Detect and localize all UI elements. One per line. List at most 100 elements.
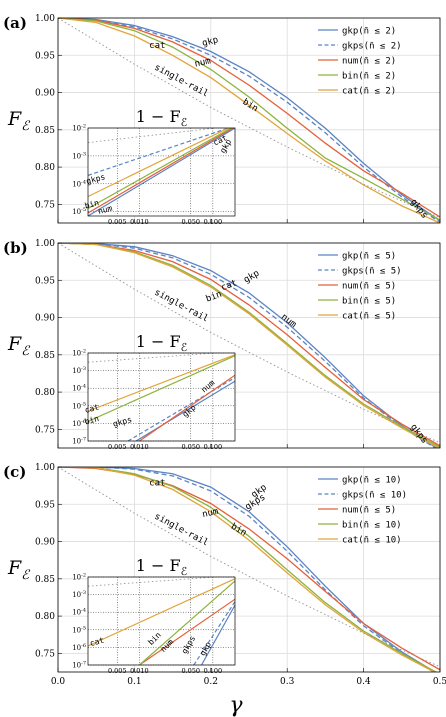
inset-series-group	[88, 128, 235, 216]
inset-y-tick-label: 10-5	[72, 625, 86, 634]
y-axis-label: Fℰ	[7, 557, 30, 583]
y-axis-label: Fℰ	[7, 108, 30, 134]
inset-series-num-line	[139, 598, 235, 665]
inset-x-tick-label: 0.010	[130, 218, 149, 226]
panel-label: (b)	[3, 239, 28, 257]
inset: 0.005 0.010 0.050 0.100 10-7 10-6 10-5 10-4 10-3…	[72, 332, 236, 451]
inset-y-tick-label: 10-6	[72, 643, 86, 652]
legend-entry-bin: bin(n̄ ≤ 2)	[342, 72, 396, 82]
curve-label-single-rail: single-rail	[153, 512, 210, 549]
inset-x-tick-label: 0.005	[108, 443, 127, 451]
legend-entry-num: num(n̄ ≤ 5)	[342, 282, 396, 292]
inset-y-tick-label: 10-2	[72, 124, 86, 133]
inset-curve-label-num: num	[97, 204, 113, 216]
y-axis-label: Fℰ	[7, 333, 30, 359]
inset-y-tick-label: 10-7	[72, 661, 86, 670]
inset: 0.005 0.010 0.050 0.100 10-7 10-6 10-5 10-4 10-3…	[72, 556, 236, 675]
inset-series-single-rail-line	[88, 577, 222, 587]
curve-label-cat: cat	[149, 41, 165, 51]
curve-label-single-rail: single-rail	[153, 288, 210, 325]
inset-y-tick-label: 10-5	[72, 401, 86, 410]
curve-label-bin: bin	[229, 522, 248, 539]
inset-series-cat-line	[88, 128, 230, 198]
inset-y-tick-label: 10-2	[72, 349, 86, 358]
series-single-rail-line	[58, 18, 440, 219]
series-num-line	[58, 18, 440, 218]
y-tick-label: 0.90	[35, 314, 55, 324]
x-axis-label: γ	[229, 693, 243, 717]
plot-frame	[57, 242, 441, 449]
series-group	[58, 243, 440, 448]
inset-curve-label-cat: cat	[84, 402, 100, 414]
curve-label-gkps: gkps	[408, 422, 429, 445]
inset-y-tick-label: 10-5	[72, 207, 86, 216]
y-tick-label: 0.90	[35, 538, 55, 548]
inset-curve-label-bin: bin	[84, 198, 100, 210]
inset-y-tick-label: 10-3	[72, 590, 86, 599]
series-cat-line	[58, 467, 436, 672]
inset-x-tick-label: 0.010	[130, 443, 149, 451]
legend-entry-gkp: gkp(n̄ ≤ 10)	[342, 476, 402, 486]
inset-y-tick-label: 10-3	[72, 366, 86, 375]
inset-series-single-rail-line	[88, 128, 220, 144]
legend-entry-cat: cat(n̄ ≤ 5)	[342, 312, 396, 322]
curve-label-cat: cat	[149, 479, 165, 489]
inset-series-gkp-line	[200, 604, 235, 665]
inset-x-tick-label: 0.050	[181, 218, 200, 226]
x-tick-label: 0.4	[356, 677, 371, 687]
inset-x-tick-label: 0.100	[204, 667, 223, 675]
series-gkps-line	[58, 467, 435, 672]
panel-a: 0.750.800.850.900.951.00(a)Fℰgkpnumcatsi…	[3, 14, 441, 226]
legend-entry-bin: bin(n̄ ≤ 10)	[342, 521, 402, 531]
inset-x-tick-label: 0.100	[204, 443, 223, 451]
inset-title: 1 − Fℰ	[136, 107, 188, 129]
series-bin-line	[58, 467, 438, 672]
legend-entry-gkps: gkps(n̄ ≤ 2)	[342, 42, 402, 52]
series-cat-line	[58, 243, 440, 448]
series-gkp-line	[58, 243, 438, 448]
curve-label-gkp: gkp	[201, 35, 219, 49]
x-tick-label: 0.5	[433, 677, 446, 687]
plot-frame	[57, 466, 441, 673]
y-tick-label: 1.00	[35, 239, 55, 249]
panel-c: 0.0 0.1 0.2 0.3 0.4 0.5 0.75 0.80 0.85 0.90 0.95 1.…	[3, 463, 446, 687]
inset-curve-label-bin: bin	[84, 414, 100, 426]
y-tick-label: 0.80	[35, 163, 55, 173]
inset-series-num-line	[139, 374, 235, 441]
inset-y-tick-label: 10-3	[72, 151, 86, 160]
y-tick-label: 0.95	[35, 276, 55, 286]
series-gkps-line	[58, 18, 440, 223]
inset-series-single-rail-line	[88, 353, 222, 363]
legend-entry-num: num(n̄ ≤ 5)	[342, 506, 396, 516]
x-tick-label: 0.0	[51, 677, 66, 687]
inset-x-tick-label: 0.010	[130, 667, 149, 675]
x-tick-label: 0.2	[204, 677, 218, 687]
series-group	[58, 467, 440, 672]
inset-frame	[87, 127, 236, 217]
series-gkp-line	[58, 467, 437, 672]
inset-series-gkp-line	[135, 380, 235, 441]
y-tick-label: 0.85	[35, 126, 55, 136]
legend-entry-cat: cat(n̄ ≤ 2)	[342, 87, 396, 97]
legend-entry-bin: bin(n̄ ≤ 5)	[342, 297, 396, 307]
inset-x-tick-label: 0.100	[204, 218, 223, 226]
legend-entry-gkp: gkp(n̄ ≤ 2)	[342, 27, 396, 37]
inset-series-group	[88, 577, 235, 665]
series-group	[58, 18, 440, 223]
series-gkp-line	[58, 18, 440, 222]
curve-label-gkps: gkps	[244, 493, 268, 513]
panel-b: 0.750.800.850.900.951.00(b)Fℰgkpcatbinnu…	[3, 239, 441, 451]
inset-frame	[87, 576, 236, 666]
inset-curve-label-cat: cat	[89, 636, 105, 648]
series-bin-line	[58, 18, 440, 221]
series-cat-line	[58, 18, 440, 223]
plot-frame	[57, 17, 441, 224]
inset-title: 1 − Fℰ	[136, 332, 188, 354]
panel-label: (c)	[3, 463, 26, 481]
inset-x-tick-label: 0.005	[108, 667, 127, 675]
inset-series-gkp-line	[88, 128, 235, 216]
inset-y-tick-label: 10-4	[72, 179, 86, 188]
inset-series-num-line	[88, 128, 235, 214]
y-tick-label: 0.80	[35, 388, 55, 398]
